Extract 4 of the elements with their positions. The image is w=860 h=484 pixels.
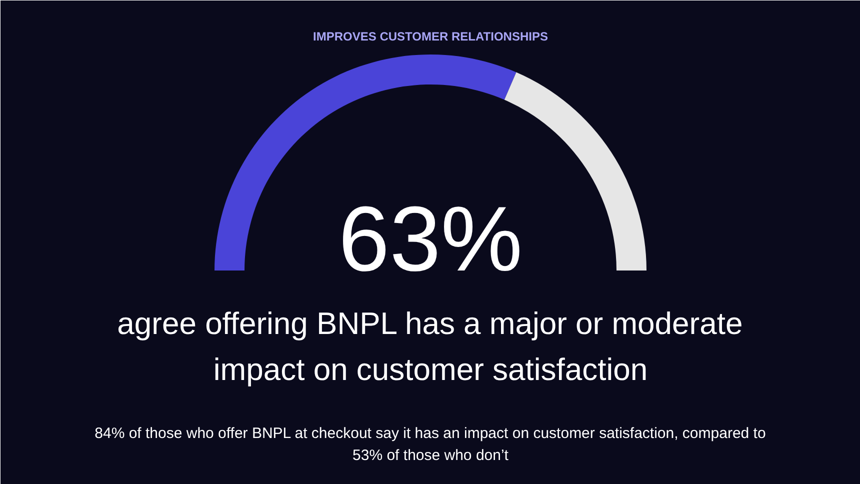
data-label: 63% <box>338 188 523 290</box>
chart-title: IMPROVES CUSTOMER RELATIONSHIPS <box>313 30 548 44</box>
text: agree offering BNPL has a major or moderate impact on customer satisfaction <box>117 306 743 387</box>
text: 84% of those who offer BNPL at checkout say it has an impact on customer satisfaction, compared to 53% of those who don’t <box>94 425 766 464</box>
